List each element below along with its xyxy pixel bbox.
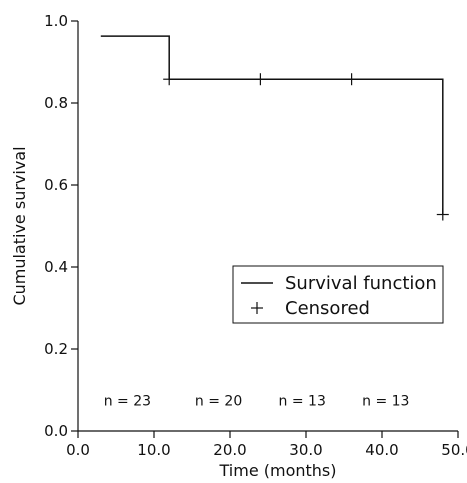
legend: Survival function Censored <box>232 265 444 324</box>
y-tick-label: 0.6 <box>44 176 68 194</box>
survival-step-line <box>100 35 444 215</box>
axes <box>77 21 458 432</box>
y-tick-label: 0.8 <box>44 94 68 112</box>
x-tick-label: 0.0 <box>66 441 90 459</box>
legend-label-survival: Survival function <box>285 273 437 294</box>
x-tick-label: 10.0 <box>137 441 170 459</box>
legend-label-censored: Censored <box>285 298 370 319</box>
sample-size-label: n = 23 <box>104 393 151 409</box>
x-ticks: 0.0 10.0 20.0 30.0 40.0 50.0 <box>66 431 467 459</box>
y-tick-label: 0.2 <box>44 340 68 358</box>
y-tick-label: 1.0 <box>44 12 68 30</box>
sample-size-label: n = 20 <box>195 393 242 409</box>
censored-marker <box>436 208 449 221</box>
x-tick-label: 40.0 <box>365 441 398 459</box>
x-axis-title: Time (months) <box>219 461 337 480</box>
x-tick-label: 20.0 <box>213 441 246 459</box>
x-tick-label: 30.0 <box>289 441 322 459</box>
legend-plus-swatch <box>251 302 263 314</box>
y-axis-title: Cumulative survival <box>10 146 29 305</box>
sample-size-label: n = 13 <box>279 393 326 409</box>
sample-size-label: n = 13 <box>362 393 409 409</box>
plot-area <box>100 35 449 221</box>
x-tick-label: 50.0 <box>441 441 467 459</box>
censored-marker <box>163 73 176 86</box>
y-ticks: 0.0 0.2 0.4 0.6 0.8 1.0 <box>44 12 78 440</box>
y-tick-label: 0.0 <box>44 422 68 440</box>
sample-size-annotations: n = 23 n = 20 n = 13 n = 13 <box>104 393 410 409</box>
legend-box <box>232 265 444 324</box>
censored-marker <box>254 73 267 86</box>
y-tick-label: 0.4 <box>44 258 68 276</box>
censored-marker <box>345 73 358 86</box>
